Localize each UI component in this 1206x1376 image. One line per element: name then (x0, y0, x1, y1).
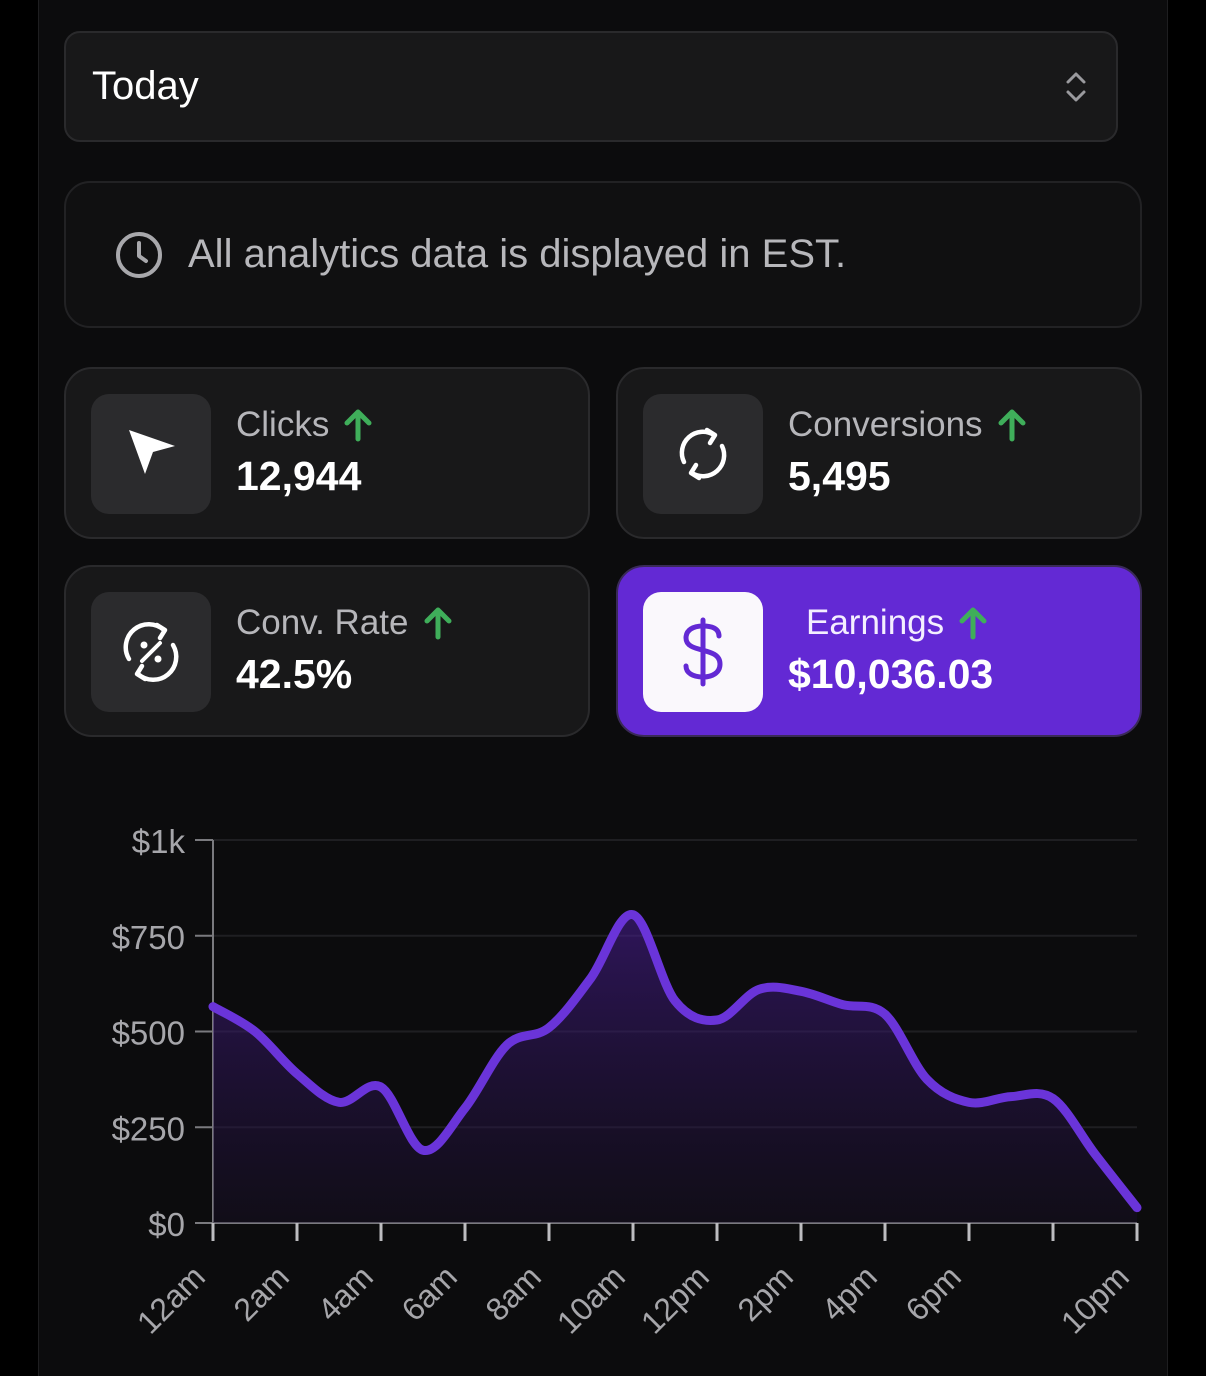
x-tick-label: 10pm (1054, 1258, 1136, 1340)
stat-card-clicks[interactable]: Clicks 12,944 (64, 367, 590, 539)
x-tick-label: 2pm (730, 1258, 799, 1327)
x-tick-label: 4pm (814, 1258, 883, 1327)
x-tick-label: 8am (478, 1258, 547, 1327)
y-tick-label: $1k (132, 823, 186, 860)
chevron-up-down-icon (1066, 72, 1086, 101)
stat-card-conv-rate[interactable]: Conv. Rate 42.5% (64, 565, 590, 737)
x-tick-label: 10am (550, 1258, 632, 1340)
percent-cycle-icon (123, 622, 179, 682)
refresh-icon-wrap (643, 394, 763, 514)
timezone-notice: All analytics data is displayed in EST. (64, 181, 1142, 328)
date-range-select[interactable]: Today (64, 31, 1118, 142)
dollar-icon (683, 617, 723, 687)
arrow-up-icon (344, 409, 372, 442)
dollar-icon-wrap (643, 592, 763, 712)
stat-card-earnings[interactable]: Earnings $10,036.03 (616, 565, 1142, 737)
x-tick-label: 2am (226, 1258, 295, 1327)
y-tick-label: $250 (112, 1110, 185, 1147)
clicks-value: 12,944 (236, 453, 362, 499)
conversions-label: Conversions (788, 405, 983, 444)
conv-rate-label-row: Conv. Rate (236, 603, 453, 643)
earnings-label-row: Earnings (806, 603, 988, 643)
timezone-notice-text: All analytics data is displayed in EST. (188, 232, 847, 276)
conv-rate-value: 42.5% (236, 651, 353, 697)
arrow-up-icon (959, 607, 987, 640)
x-tick-label: 6am (394, 1258, 463, 1327)
conv-rate-label: Conv. Rate (236, 603, 409, 642)
y-tick-label: $750 (112, 919, 185, 956)
refresh-icon (679, 427, 727, 481)
x-tick-label: 4am (310, 1258, 379, 1327)
date-range-value: Today (92, 64, 199, 108)
clock-icon (116, 231, 162, 278)
x-tick-label: 6pm (898, 1258, 967, 1327)
percent-cycle-icon-wrap (91, 592, 211, 712)
conversions-label-row: Conversions (788, 405, 1027, 445)
y-tick-label: $500 (112, 1015, 185, 1052)
earnings-area (213, 914, 1137, 1223)
earnings-label: Earnings (806, 603, 945, 642)
x-tick-label: 12am (130, 1258, 212, 1340)
y-tick-label: $0 (148, 1206, 185, 1243)
conversions-value: 5,495 (788, 453, 891, 499)
earnings-value: $10,036.03 (788, 651, 994, 697)
cursor-icon-wrap (91, 394, 211, 514)
arrow-up-icon (424, 607, 451, 640)
stat-card-conversions[interactable]: Conversions 5,495 (616, 367, 1142, 539)
earnings-chart: $0 $250 $500 $750 $1k 12am 2am 4am 6am 8am 10am 12p… (112, 823, 1142, 1341)
x-tick-label: 12pm (634, 1258, 716, 1340)
clicks-label: Clicks (236, 405, 330, 444)
arrow-up-icon (998, 409, 1026, 442)
clicks-label-row: Clicks (236, 405, 373, 445)
earnings-line (208, 910, 1142, 1213)
cursor-icon (129, 430, 175, 474)
